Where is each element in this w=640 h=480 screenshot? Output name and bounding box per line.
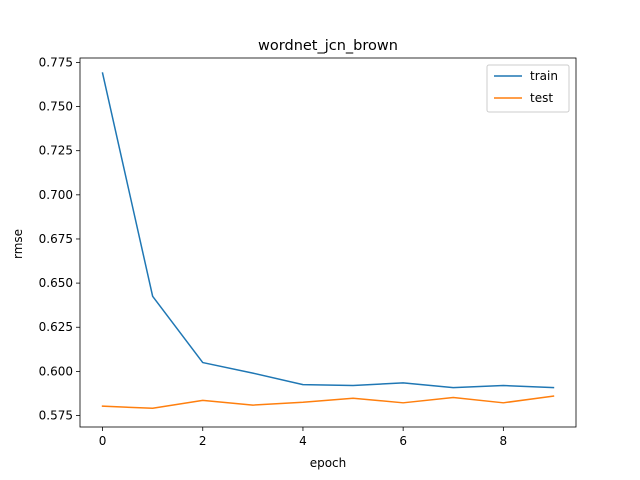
y-tick-label: 0.575 <box>39 409 73 423</box>
axes-frame <box>79 57 577 428</box>
y-axis-ticks: 0.575 0.600 0.625 0.650 0.675 0.700 0.725 0.750… <box>39 55 80 423</box>
y-tick-label: 0.725 <box>39 144 73 158</box>
series-line-train <box>101 72 555 389</box>
y-tick-label: 0.775 <box>39 55 73 69</box>
y-axis-label: rmse <box>11 229 25 259</box>
x-tick-label: 0 <box>99 434 107 448</box>
x-tick-label: 2 <box>199 434 207 448</box>
y-tick-label: 0.700 <box>39 188 73 202</box>
y-tick-label: 0.675 <box>39 232 73 246</box>
legend-label-test: test <box>530 91 553 105</box>
x-axis-label: epoch <box>310 456 347 470</box>
x-tick-label: 8 <box>500 434 508 448</box>
x-tick-label: 4 <box>299 434 307 448</box>
y-tick-label: 0.750 <box>39 100 73 114</box>
y-tick-label: 0.650 <box>39 276 73 290</box>
legend-label-train: train <box>530 69 558 83</box>
series-line-test <box>101 395 555 410</box>
plot-series <box>101 72 555 410</box>
chart-title: wordnet_jcn_brown <box>258 38 398 54</box>
y-tick-label: 0.625 <box>39 320 73 334</box>
y-tick-label: 0.600 <box>39 364 73 378</box>
x-tick-label: 6 <box>399 434 407 448</box>
legend: train test <box>486 64 570 113</box>
axes-border <box>79 57 577 428</box>
x-axis-ticks: 0 2 4 6 8 <box>99 427 507 448</box>
